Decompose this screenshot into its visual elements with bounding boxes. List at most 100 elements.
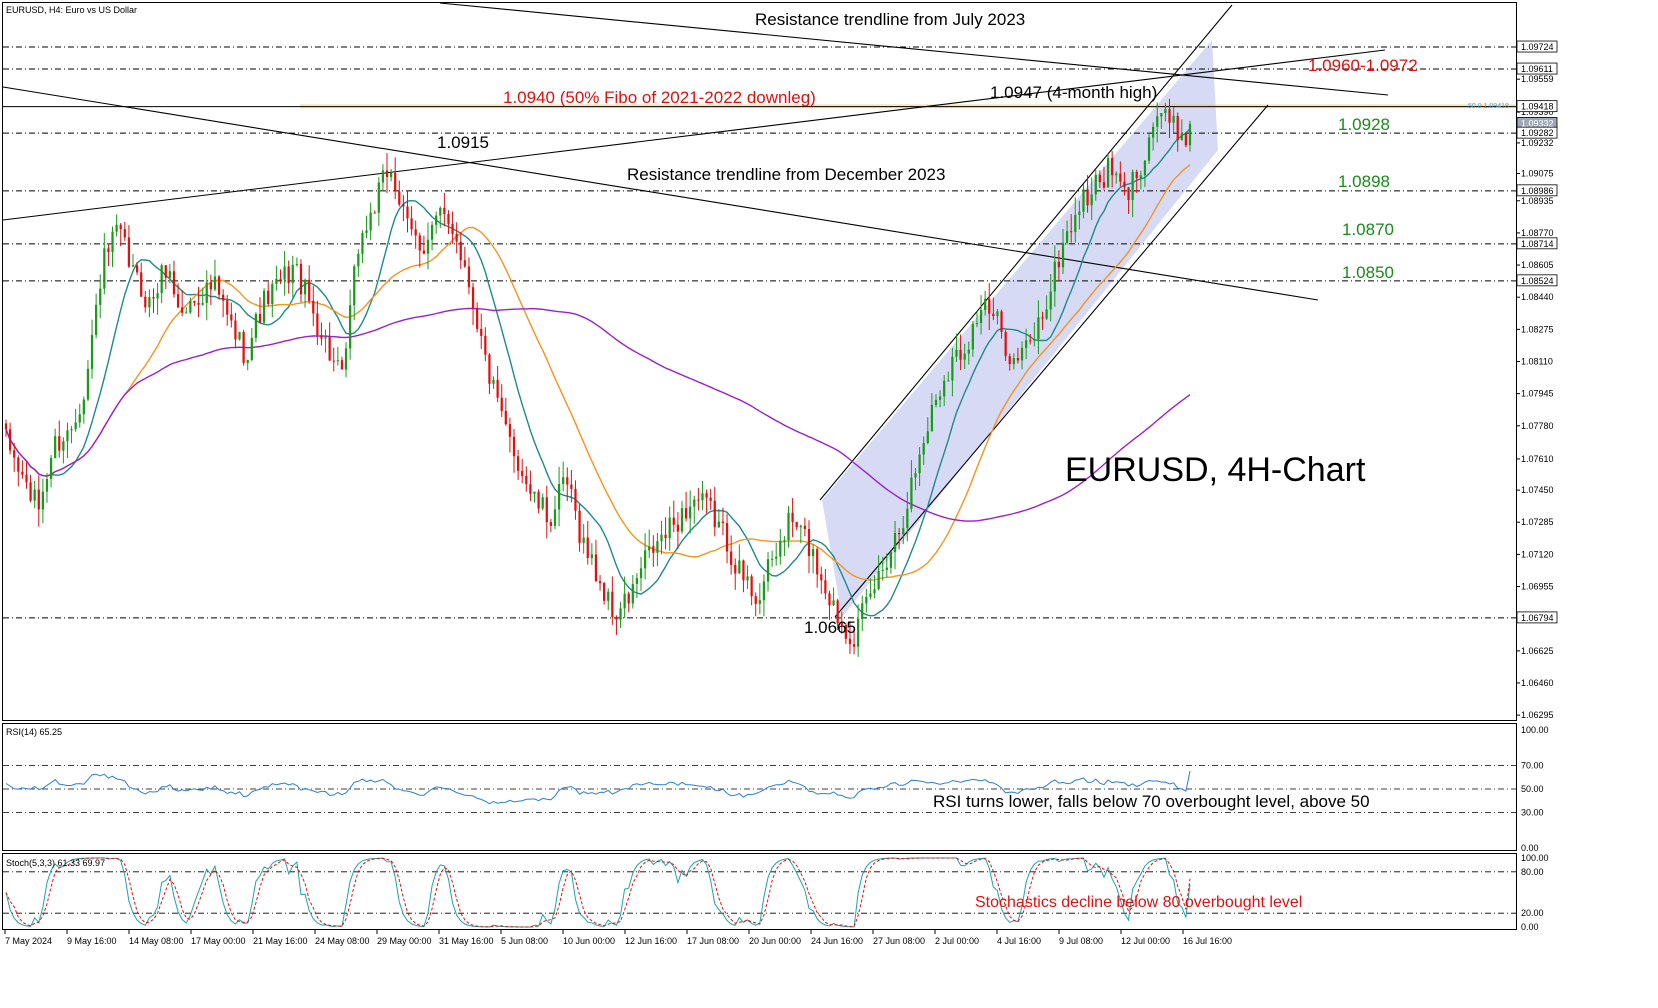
candle [426, 222, 430, 270]
rising-channel [822, 40, 1218, 617]
candle [377, 177, 380, 226]
price-axis: 1.09724 1.09559 1.09390 1.09232 1.09075 1.089… [1516, 42, 1554, 720]
candle [119, 222, 122, 247]
candle [787, 506, 790, 548]
candle [115, 214, 118, 237]
candle [590, 543, 593, 565]
candle [197, 286, 200, 318]
candle [758, 583, 761, 615]
candle [881, 556, 884, 581]
candle [680, 500, 684, 534]
candle [275, 265, 278, 291]
x-tick-label: 27 Jun 08:00 [873, 936, 925, 946]
candle [754, 592, 757, 617]
candle [74, 408, 77, 432]
annotation-1-0898: 1.0898 [1338, 172, 1390, 191]
osc-tick-label: 100.00 [1521, 725, 1549, 735]
candle [648, 529, 651, 559]
candle [541, 493, 544, 511]
candle [340, 356, 344, 370]
candle [689, 490, 692, 534]
price-tag: 1.09724 [1516, 40, 1558, 53]
candle [840, 611, 843, 634]
candle [934, 394, 938, 408]
candle [54, 428, 57, 459]
candle [586, 521, 589, 565]
svg-text:1.08524: 1.08524 [1521, 276, 1554, 286]
candle [369, 202, 372, 241]
annotation-stoch: Stochastics decline below 80 overbought … [975, 894, 1302, 911]
svg-text:1.09332: 1.09332 [1521, 118, 1554, 128]
y-tick-label: 1.07780 [1521, 421, 1554, 431]
price-tag: 1.09418 [1516, 100, 1558, 113]
candle [1098, 170, 1101, 189]
candle [103, 233, 106, 295]
candle [324, 329, 327, 353]
candle [25, 462, 28, 489]
candle [992, 297, 995, 321]
candle [611, 576, 614, 625]
svg-text:1.09282: 1.09282 [1521, 128, 1554, 138]
candle [480, 313, 483, 349]
y-tick-label: 1.09232 [1521, 138, 1554, 148]
candle [82, 396, 85, 424]
candle [594, 539, 598, 582]
candle [603, 581, 606, 605]
y-tick-label: 1.06625 [1521, 646, 1554, 656]
candle [291, 255, 294, 298]
candle [267, 281, 270, 307]
candle [996, 309, 999, 325]
candle [553, 495, 557, 530]
y-tick-label: 1.09390 [1521, 107, 1554, 117]
candle [943, 375, 946, 407]
candle [357, 249, 360, 277]
y-tick-label: 1.08275 [1521, 324, 1554, 334]
y-tick-label: 1.08110 [1521, 357, 1553, 367]
candle [1020, 341, 1024, 370]
candle [582, 523, 585, 554]
candle [209, 274, 212, 305]
candle [238, 331, 241, 341]
candle [1008, 353, 1011, 371]
candle [914, 468, 917, 491]
candle [13, 443, 16, 472]
candle [410, 206, 413, 236]
candle [398, 180, 401, 207]
candle [1143, 160, 1147, 188]
candle [938, 390, 942, 408]
candle [1188, 120, 1192, 152]
candle [279, 269, 282, 284]
candle [1180, 119, 1183, 141]
candle [1070, 214, 1073, 243]
candle [1057, 250, 1061, 282]
candle [811, 544, 815, 574]
candle [107, 243, 110, 266]
candle [152, 288, 155, 313]
candle [406, 190, 409, 233]
y-tick-label: 1.08770 [1521, 228, 1554, 238]
price-tag: 1.09282 [1516, 126, 1558, 139]
candle [336, 346, 339, 366]
candle [1106, 153, 1110, 188]
x-tick-label: 9 May 16:00 [67, 936, 117, 946]
candle [1168, 98, 1171, 138]
candle [852, 628, 856, 655]
candle [496, 366, 499, 403]
candle [185, 307, 188, 314]
candle [254, 312, 258, 343]
candle [566, 467, 569, 501]
svg-text:1.09418: 1.09418 [1521, 102, 1554, 112]
candle [791, 498, 794, 538]
candle [607, 588, 610, 611]
candle [140, 262, 143, 297]
candle [848, 621, 852, 654]
candle [476, 302, 479, 333]
candle [242, 329, 245, 366]
candle [619, 601, 622, 629]
candle [885, 553, 888, 578]
candle [668, 506, 671, 551]
candle [62, 437, 65, 464]
candle [889, 551, 893, 574]
candle [70, 426, 73, 444]
candle [459, 231, 462, 270]
